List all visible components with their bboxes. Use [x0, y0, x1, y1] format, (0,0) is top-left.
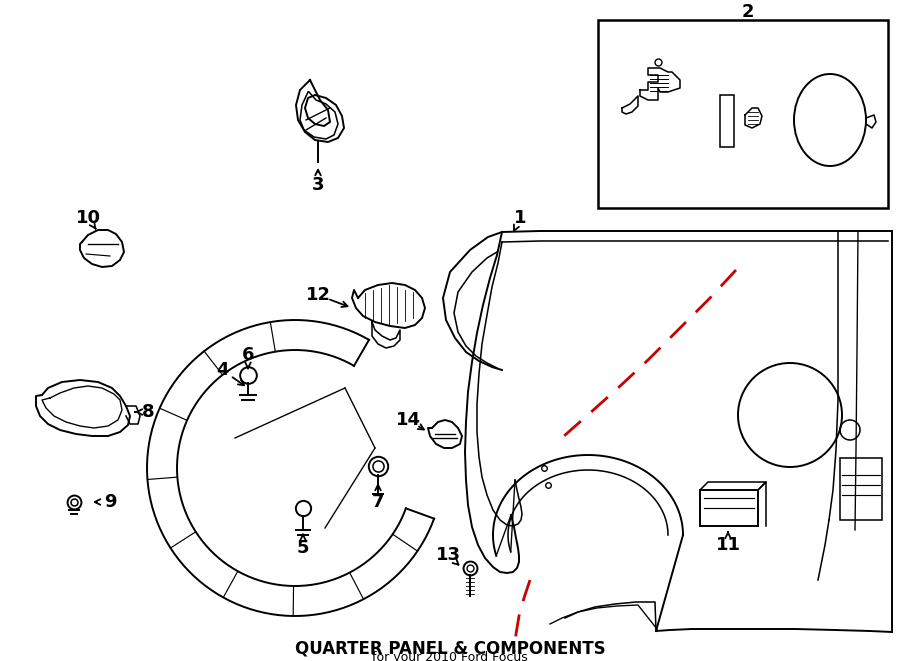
- Text: 1: 1: [514, 209, 526, 227]
- Bar: [720, 95, 734, 147]
- Text: 4: 4: [216, 361, 229, 379]
- Ellipse shape: [794, 74, 866, 166]
- Bar: [840, 458, 882, 520]
- Text: 7: 7: [372, 493, 384, 511]
- Text: 3: 3: [311, 176, 324, 194]
- Text: 13: 13: [436, 546, 461, 564]
- Bar: [598, 20, 888, 208]
- Text: 5: 5: [297, 539, 310, 557]
- Text: 2: 2: [742, 3, 754, 21]
- Text: for your 2010 Ford Focus: for your 2010 Ford Focus: [372, 652, 528, 661]
- Text: 14: 14: [395, 411, 420, 429]
- Bar: [700, 490, 758, 526]
- Text: 8: 8: [141, 403, 154, 421]
- Text: 11: 11: [716, 536, 741, 554]
- Text: 10: 10: [76, 209, 101, 227]
- Text: QUARTER PANEL & COMPONENTS: QUARTER PANEL & COMPONENTS: [294, 639, 606, 657]
- Text: 6: 6: [242, 346, 254, 364]
- Text: 12: 12: [305, 286, 330, 304]
- Text: 9: 9: [104, 493, 116, 511]
